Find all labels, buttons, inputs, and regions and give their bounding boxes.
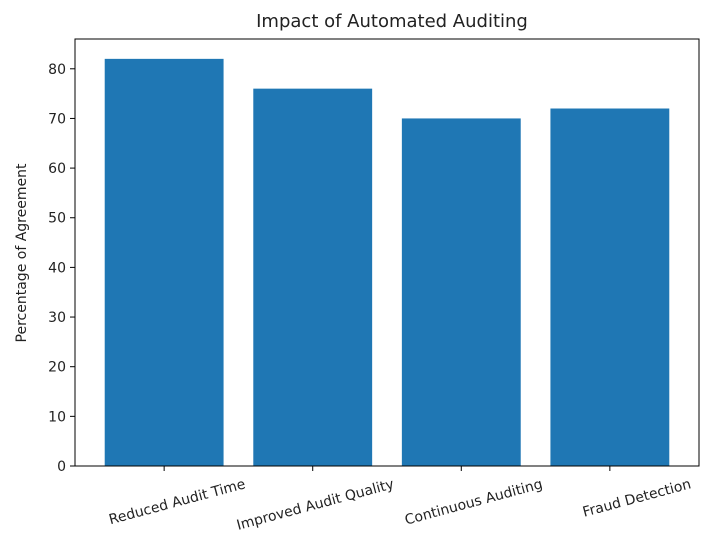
chart-title: Impact of Automated Auditing bbox=[256, 11, 528, 32]
y-tick-label-5: 50 bbox=[48, 211, 66, 227]
y-tick-label-2: 20 bbox=[48, 360, 66, 376]
bar-0 bbox=[104, 58, 224, 467]
bar-3 bbox=[550, 108, 670, 466]
y-tick-label-4: 40 bbox=[48, 260, 66, 276]
y-tick-label-6: 60 bbox=[48, 161, 66, 177]
y-tick-label-1: 10 bbox=[48, 409, 66, 425]
y-tick-label-8: 80 bbox=[48, 62, 66, 78]
y-tick-label-0: 0 bbox=[57, 459, 66, 475]
plot-frame bbox=[74, 38, 700, 467]
bar-1 bbox=[253, 88, 373, 467]
y-axis-label: Percentage of Agreement bbox=[14, 163, 30, 342]
bar-2 bbox=[401, 118, 521, 466]
x-tick-label-1: Improved Audit Quality bbox=[235, 476, 396, 533]
x-tick-label-3: Fraud Detection bbox=[581, 476, 693, 520]
x-tick-label-0: Reduced Audit Time bbox=[107, 476, 247, 528]
y-tick-label-3: 30 bbox=[48, 310, 66, 326]
y-tick-label-7: 70 bbox=[48, 111, 66, 127]
x-tick-label-2: Continuous Auditing bbox=[403, 476, 544, 528]
